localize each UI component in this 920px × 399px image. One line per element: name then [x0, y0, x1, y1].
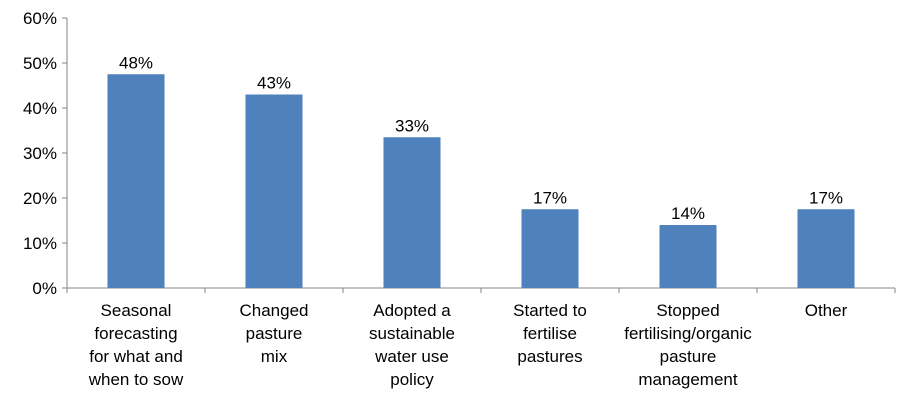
bar	[107, 74, 165, 288]
bars	[107, 74, 855, 288]
data-labels: 48% 43% 33% 17% 14% 17%	[119, 53, 843, 223]
y-axis: 0% 10% 20% 30% 40% 50% 60%	[23, 9, 68, 298]
y-tick-label: 20%	[23, 189, 57, 208]
x-category-label: Seasonal forecasting for what and when to s…	[88, 301, 184, 389]
bar	[797, 209, 855, 288]
y-tick-label: 30%	[23, 144, 57, 163]
x-categories: Seasonal forecasting for what and when to s…	[88, 301, 848, 389]
x-axis	[66, 287, 896, 293]
y-tick-label: 10%	[23, 234, 57, 253]
x-category-line: Stopped	[656, 301, 719, 320]
x-category-label: Started to fertilise pastures	[513, 301, 587, 366]
bar	[521, 209, 579, 288]
x-category-line: forecasting	[94, 324, 177, 343]
bar	[245, 94, 303, 288]
bar	[659, 225, 717, 288]
x-category-line: water use	[374, 347, 449, 366]
x-category-line: fertilise	[523, 324, 577, 343]
x-category-line: Seasonal	[101, 301, 172, 320]
x-category-line: fertilising/organic	[624, 324, 752, 343]
data-label: 14%	[671, 204, 705, 223]
x-category-label: Adopted a sustainable water use policy	[369, 301, 455, 389]
x-category-line: when to sow	[88, 370, 184, 389]
bar	[383, 137, 441, 288]
y-tick-label: 40%	[23, 99, 57, 118]
y-tick-label: 0%	[32, 279, 57, 298]
data-label: 43%	[257, 74, 291, 93]
x-category-line: sustainable	[369, 324, 455, 343]
x-category-line: mix	[261, 347, 288, 366]
x-category-line: Changed	[239, 301, 308, 320]
x-category-label: Other	[805, 301, 848, 320]
x-category-line: pasture	[246, 324, 303, 343]
y-tick-label: 50%	[23, 54, 57, 73]
x-category-line: management	[638, 370, 738, 389]
x-category-line: Started to	[513, 301, 587, 320]
x-category-line: policy	[390, 370, 434, 389]
x-category-line: Other	[805, 301, 848, 320]
x-category-line: pastures	[517, 347, 582, 366]
data-label: 17%	[809, 188, 843, 207]
x-category-line: pasture	[660, 347, 717, 366]
x-category-line: Adopted a	[373, 301, 451, 320]
x-category-label: Stopped fertilising/organic pasture managem…	[624, 301, 752, 389]
data-label: 48%	[119, 53, 153, 72]
data-label: 17%	[533, 188, 567, 207]
x-category-label: Changed pasture mix	[239, 301, 308, 366]
y-tick-label: 60%	[23, 9, 57, 28]
x-category-line: for what and	[89, 347, 183, 366]
data-label: 33%	[395, 116, 429, 135]
